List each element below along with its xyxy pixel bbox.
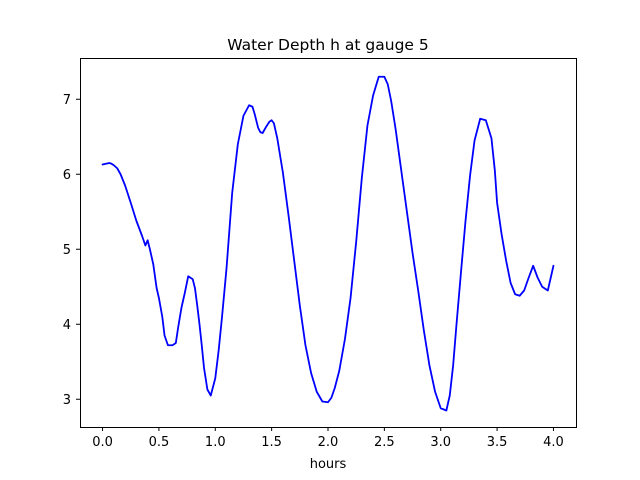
y-tick-label: 5 xyxy=(63,243,71,258)
x-tick-label: 0.5 xyxy=(149,435,170,450)
x-tick-label: 3.0 xyxy=(430,435,451,450)
y-tick-label: 7 xyxy=(63,93,71,108)
x-tick-label: 2.0 xyxy=(318,435,339,450)
x-axis-ticks: 0.0 0.5 1.0 1.5 2.0 2.5 3.0 3.5 4.0 xyxy=(92,427,564,450)
y-tick-label: 6 xyxy=(63,168,71,183)
x-tick-label: 4.0 xyxy=(543,435,564,450)
x-tick-label: 0.0 xyxy=(92,435,113,450)
y-axis-ticks: 3 4 5 6 7 xyxy=(63,93,80,408)
y-tick-label: 3 xyxy=(63,393,71,408)
y-tick-label: 4 xyxy=(63,318,71,333)
x-tick-label: 1.0 xyxy=(205,435,226,450)
series-line-0 xyxy=(101,75,555,412)
x-tick-label: 1.5 xyxy=(261,435,282,450)
x-axis-label: hours xyxy=(310,457,347,472)
chart-title: Water Depth h at gauge 5 xyxy=(227,36,428,54)
plot-area xyxy=(101,75,555,412)
axes-frame xyxy=(80,58,577,428)
x-tick-label: 3.5 xyxy=(487,435,508,450)
x-tick-label: 2.5 xyxy=(374,435,395,450)
